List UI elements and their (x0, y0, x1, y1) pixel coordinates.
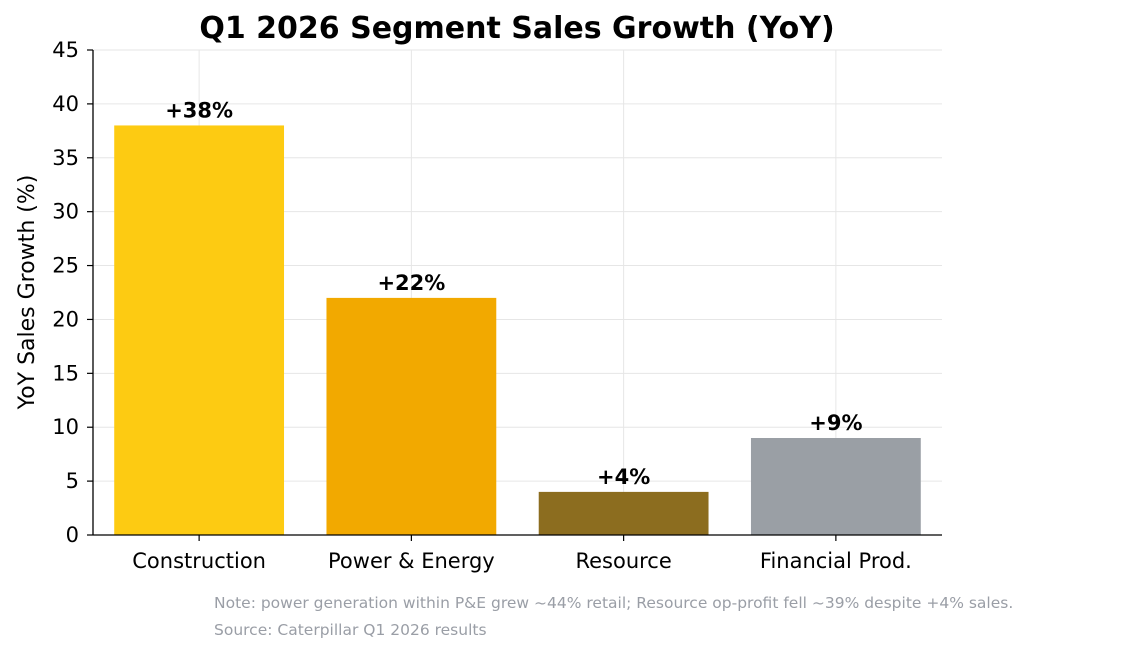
bar (114, 125, 285, 535)
source-note: Source: Caterpillar Q1 2026 results (214, 621, 487, 639)
y-tick-label: 5 (66, 469, 79, 493)
bar (326, 297, 497, 535)
data-labels: +38% +22% +4% +9% (165, 98, 862, 488)
bars (114, 125, 921, 535)
y-axis: 0 5 10 15 20 25 30 35 40 45 (52, 38, 94, 547)
y-tick-label: 45 (52, 38, 79, 62)
data-label: +9% (809, 411, 862, 435)
chart-title: Q1 2026 Segment Sales Growth (YoY) (199, 11, 834, 46)
y-tick-label: 20 (52, 307, 79, 331)
y-tick-label: 35 (52, 146, 79, 170)
x-tick-label: Resource (575, 549, 671, 573)
data-label: +38% (165, 98, 233, 122)
y-tick-label: 0 (66, 523, 79, 547)
y-tick-label: 10 (52, 415, 79, 439)
bar (750, 438, 921, 535)
data-label: +22% (377, 271, 445, 295)
y-tick-label: 25 (52, 254, 79, 278)
data-label: +4% (597, 465, 650, 489)
y-axis-label: YoY Sales Growth (%) (15, 175, 40, 411)
bar (538, 491, 709, 535)
y-tick-label: 30 (52, 200, 79, 224)
x-tick-label: Construction (132, 549, 266, 573)
y-tick-label: 40 (52, 92, 79, 116)
y-tick-label: 15 (52, 361, 79, 385)
x-axis: Construction Power & Energy Resource Financ… (93, 534, 942, 573)
x-tick-label: Financial Prod. (760, 549, 912, 573)
x-tick-label: Power & Energy (328, 549, 495, 573)
footnote: Note: power generation within P&E grew ~… (214, 594, 1014, 612)
